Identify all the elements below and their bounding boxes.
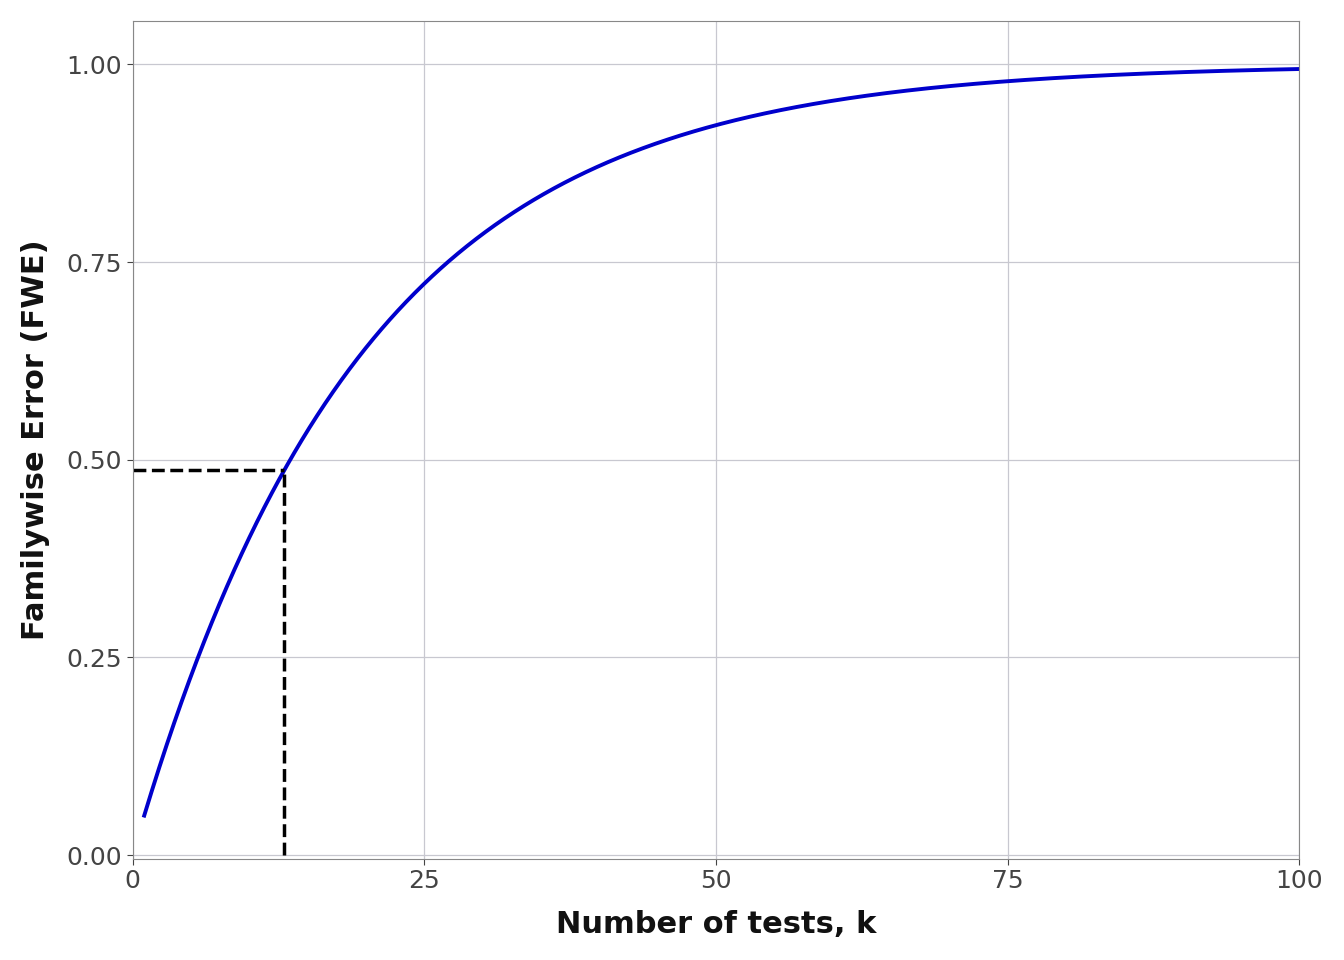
X-axis label: Number of tests, k: Number of tests, k — [556, 910, 876, 939]
Y-axis label: Familywise Error (FWE): Familywise Error (FWE) — [22, 240, 50, 640]
